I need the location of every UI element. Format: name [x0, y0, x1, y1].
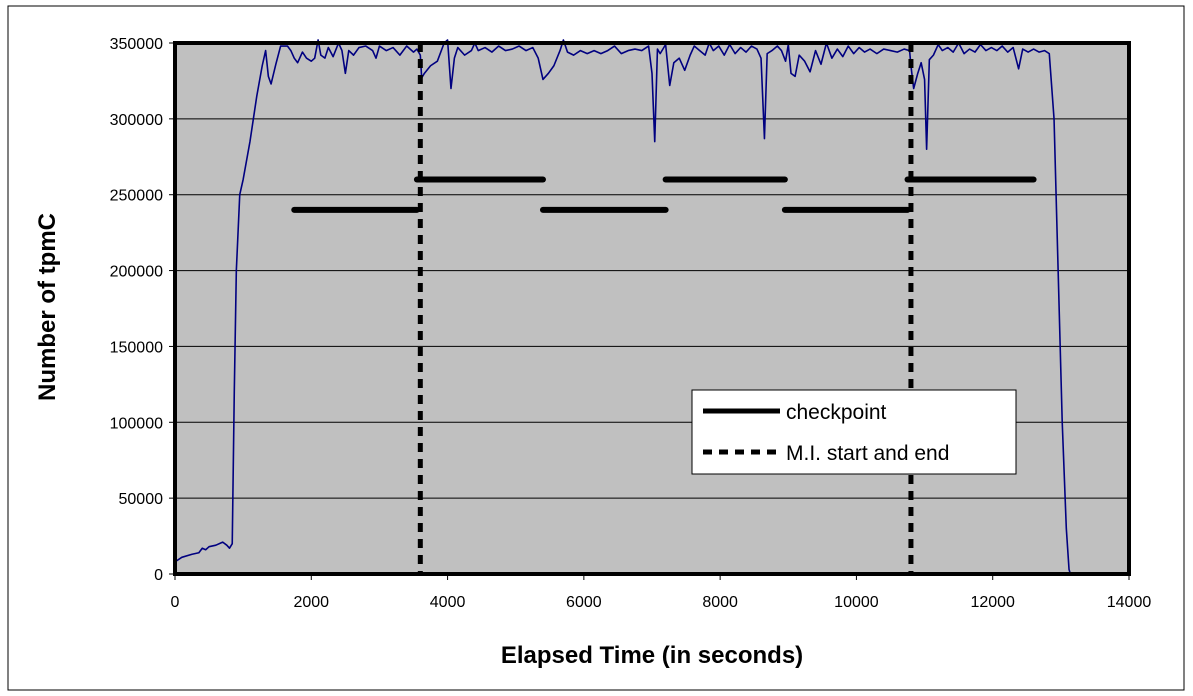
legend-mi-label: M.I. start and end — [786, 442, 949, 465]
y-tick-label: 200000 — [110, 264, 163, 281]
x-tick-label: 10000 — [834, 594, 879, 611]
x-tick-label: 6000 — [566, 594, 602, 611]
legend: checkpoint M.I. start and end — [691, 389, 1017, 475]
x-tick-label: 14000 — [1107, 594, 1152, 611]
y-axis-ticks: 0 50000 100000 150000 200000 250000 300000 3500… — [110, 36, 175, 584]
x-tick-label: 8000 — [702, 594, 738, 611]
x-axis-title: Elapsed Time (in seconds) — [501, 642, 803, 669]
x-tick-label: 0 — [171, 594, 180, 611]
y-tick-label: 300000 — [110, 112, 163, 129]
legend-checkpoint-label: checkpoint — [786, 401, 887, 424]
y-tick-label: 100000 — [110, 415, 163, 432]
plot-border — [173, 41, 1131, 576]
legend-box — [691, 389, 1017, 475]
y-tick-label: 250000 — [110, 188, 163, 205]
plot-area — [175, 43, 1129, 574]
y-tick-label: 150000 — [110, 339, 163, 356]
y-tick-label: 350000 — [110, 36, 163, 53]
x-tick-label: 2000 — [293, 594, 329, 611]
y-tick-label: 0 — [154, 567, 163, 584]
x-tick-label: 12000 — [970, 594, 1015, 611]
mi-marker-layer — [417, 43, 914, 574]
y-tick-label: 50000 — [119, 491, 164, 508]
y-axis-title: Number of tpmC — [34, 213, 61, 401]
series-line-tpmc — [174, 39, 1072, 575]
checkpoint-layer — [291, 176, 1037, 213]
x-tick-label: 4000 — [430, 594, 466, 611]
x-axis-ticks: 0 2000 4000 6000 8000 10000 12000 14000 — [171, 574, 1152, 611]
series-layer — [174, 39, 1072, 575]
